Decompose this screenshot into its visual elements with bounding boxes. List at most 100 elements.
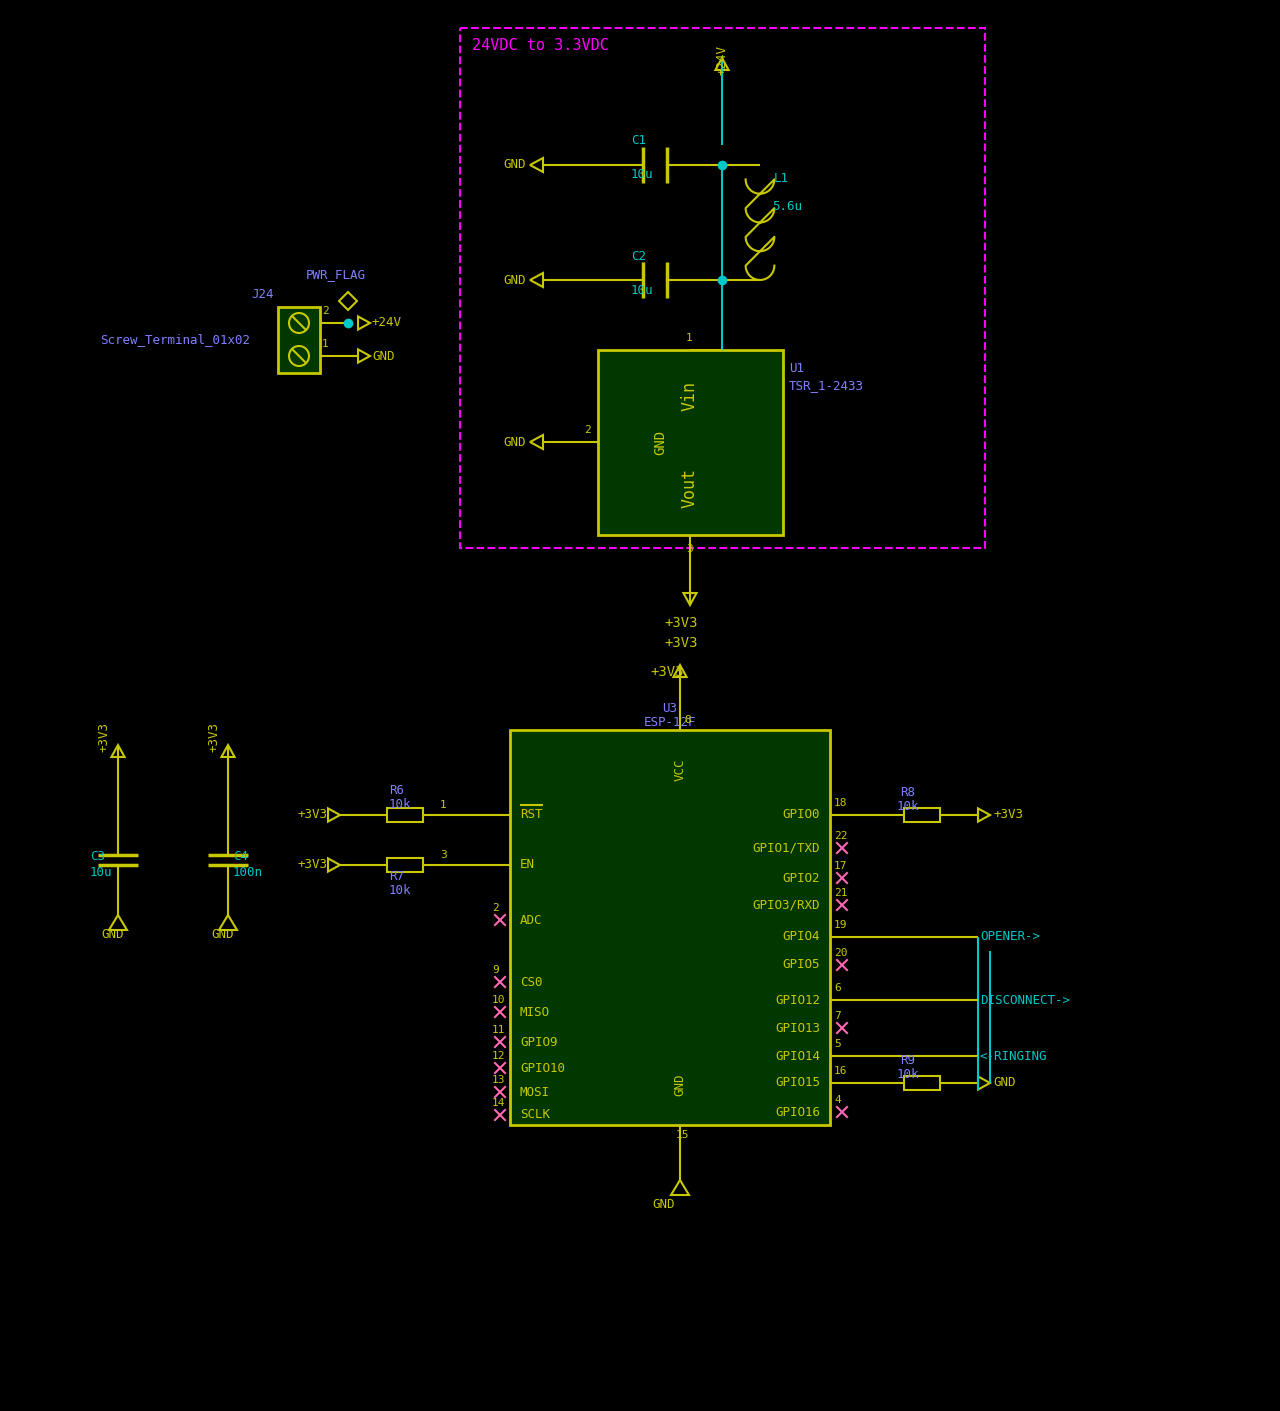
Text: 100n: 100n <box>233 866 262 879</box>
Text: +3V3: +3V3 <box>664 617 698 629</box>
Text: 21: 21 <box>835 888 847 897</box>
Text: GPIO4: GPIO4 <box>782 930 820 944</box>
Text: TSR_1-2433: TSR_1-2433 <box>788 380 864 392</box>
Bar <box>387 809 422 823</box>
Text: GPIO14: GPIO14 <box>774 1050 820 1062</box>
Text: 10: 10 <box>492 995 506 1005</box>
Text: C2: C2 <box>631 250 646 262</box>
Text: GND: GND <box>993 1077 1015 1089</box>
Text: GND: GND <box>503 274 526 286</box>
Bar <box>460 28 986 547</box>
Text: GPIO15: GPIO15 <box>774 1077 820 1089</box>
Text: 1: 1 <box>323 339 329 349</box>
Bar <box>904 1077 940 1091</box>
Text: 10k: 10k <box>389 885 411 897</box>
Text: GPIO0: GPIO0 <box>782 809 820 821</box>
Text: 5: 5 <box>835 1038 841 1048</box>
Text: MOSI: MOSI <box>520 1085 550 1099</box>
Text: <-RINGING: <-RINGING <box>980 1050 1047 1062</box>
Text: GPIO16: GPIO16 <box>774 1105 820 1119</box>
Text: R9: R9 <box>901 1054 915 1068</box>
Text: 6: 6 <box>835 983 841 993</box>
Text: 18: 18 <box>835 799 847 809</box>
Text: ADC: ADC <box>520 913 543 927</box>
Text: PWR_FLAG: PWR_FLAG <box>306 268 366 282</box>
Text: EN: EN <box>520 858 535 872</box>
Text: DISCONNECT->: DISCONNECT-> <box>980 993 1070 1006</box>
Text: GPIO3/RXD: GPIO3/RXD <box>753 899 820 912</box>
Text: GND: GND <box>673 1074 686 1096</box>
Text: +24V: +24V <box>716 45 728 75</box>
Text: SCLK: SCLK <box>520 1109 550 1122</box>
Bar <box>904 809 940 823</box>
Text: 1: 1 <box>440 800 447 810</box>
Text: GND: GND <box>653 429 667 454</box>
Text: 11: 11 <box>492 1024 506 1036</box>
Text: 10k: 10k <box>389 799 411 811</box>
Text: 10k: 10k <box>897 1068 919 1081</box>
Text: 24VDC to 3.3VDC: 24VDC to 3.3VDC <box>472 38 609 54</box>
Text: GPIO2: GPIO2 <box>782 872 820 885</box>
Text: 19: 19 <box>835 920 847 930</box>
Text: 20: 20 <box>835 948 847 958</box>
Text: +3V3: +3V3 <box>97 722 110 752</box>
Text: 17: 17 <box>835 861 847 871</box>
Text: Vin: Vin <box>681 381 699 411</box>
Text: +3V3: +3V3 <box>297 809 326 821</box>
Text: +3V3: +3V3 <box>207 722 220 752</box>
Bar <box>509 729 829 1125</box>
Text: 16: 16 <box>835 1065 847 1077</box>
Text: 14: 14 <box>492 1098 506 1108</box>
Text: 10u: 10u <box>631 168 654 182</box>
Text: U3: U3 <box>663 701 677 714</box>
Text: 2: 2 <box>492 903 499 913</box>
Bar <box>278 308 320 373</box>
Text: GND: GND <box>503 436 526 449</box>
Text: 3: 3 <box>686 545 692 555</box>
Text: C3: C3 <box>90 851 105 864</box>
Text: L1: L1 <box>774 172 788 185</box>
Text: OPENER->: OPENER-> <box>980 930 1039 944</box>
Text: Vout: Vout <box>681 468 699 508</box>
Text: 2: 2 <box>584 425 591 435</box>
Text: MISO: MISO <box>520 1006 550 1019</box>
Text: RST: RST <box>520 809 543 821</box>
Text: 8: 8 <box>684 715 691 725</box>
Text: GPIO5: GPIO5 <box>782 958 820 972</box>
Text: 10u: 10u <box>631 284 654 296</box>
Text: GPIO10: GPIO10 <box>520 1061 564 1075</box>
Text: +3V3: +3V3 <box>650 665 684 679</box>
Text: 9: 9 <box>492 965 499 975</box>
Text: GND: GND <box>101 928 124 941</box>
Text: 13: 13 <box>492 1075 506 1085</box>
Text: 1: 1 <box>686 333 692 343</box>
Text: U1: U1 <box>788 361 804 374</box>
Text: GND: GND <box>653 1198 676 1212</box>
Text: 5.6u: 5.6u <box>772 200 803 213</box>
Text: 10k: 10k <box>897 800 919 814</box>
Text: CS0: CS0 <box>520 975 543 989</box>
Text: R6: R6 <box>389 785 404 797</box>
Bar <box>598 350 783 535</box>
Text: GPIO13: GPIO13 <box>774 1022 820 1034</box>
Text: C4: C4 <box>233 851 248 864</box>
Text: GPIO1/TXD: GPIO1/TXD <box>753 841 820 855</box>
Text: +3V3: +3V3 <box>297 858 326 872</box>
Text: Screw_Terminal_01x02: Screw_Terminal_01x02 <box>100 333 250 347</box>
Text: C1: C1 <box>631 134 646 148</box>
Text: GND: GND <box>503 158 526 172</box>
Text: ESP-12F: ESP-12F <box>644 715 696 728</box>
Text: GND: GND <box>372 350 394 363</box>
Text: +3V3: +3V3 <box>993 809 1023 821</box>
Text: GND: GND <box>211 928 234 941</box>
Text: 22: 22 <box>835 831 847 841</box>
Text: GPIO9: GPIO9 <box>520 1036 558 1048</box>
Text: 3: 3 <box>440 849 447 859</box>
Text: 15: 15 <box>676 1130 690 1140</box>
Text: GPIO12: GPIO12 <box>774 993 820 1006</box>
Text: R7: R7 <box>389 871 404 883</box>
Text: J24: J24 <box>251 288 274 302</box>
Text: 7: 7 <box>835 1012 841 1022</box>
Bar <box>387 858 422 872</box>
Text: +3V3: +3V3 <box>664 636 698 650</box>
